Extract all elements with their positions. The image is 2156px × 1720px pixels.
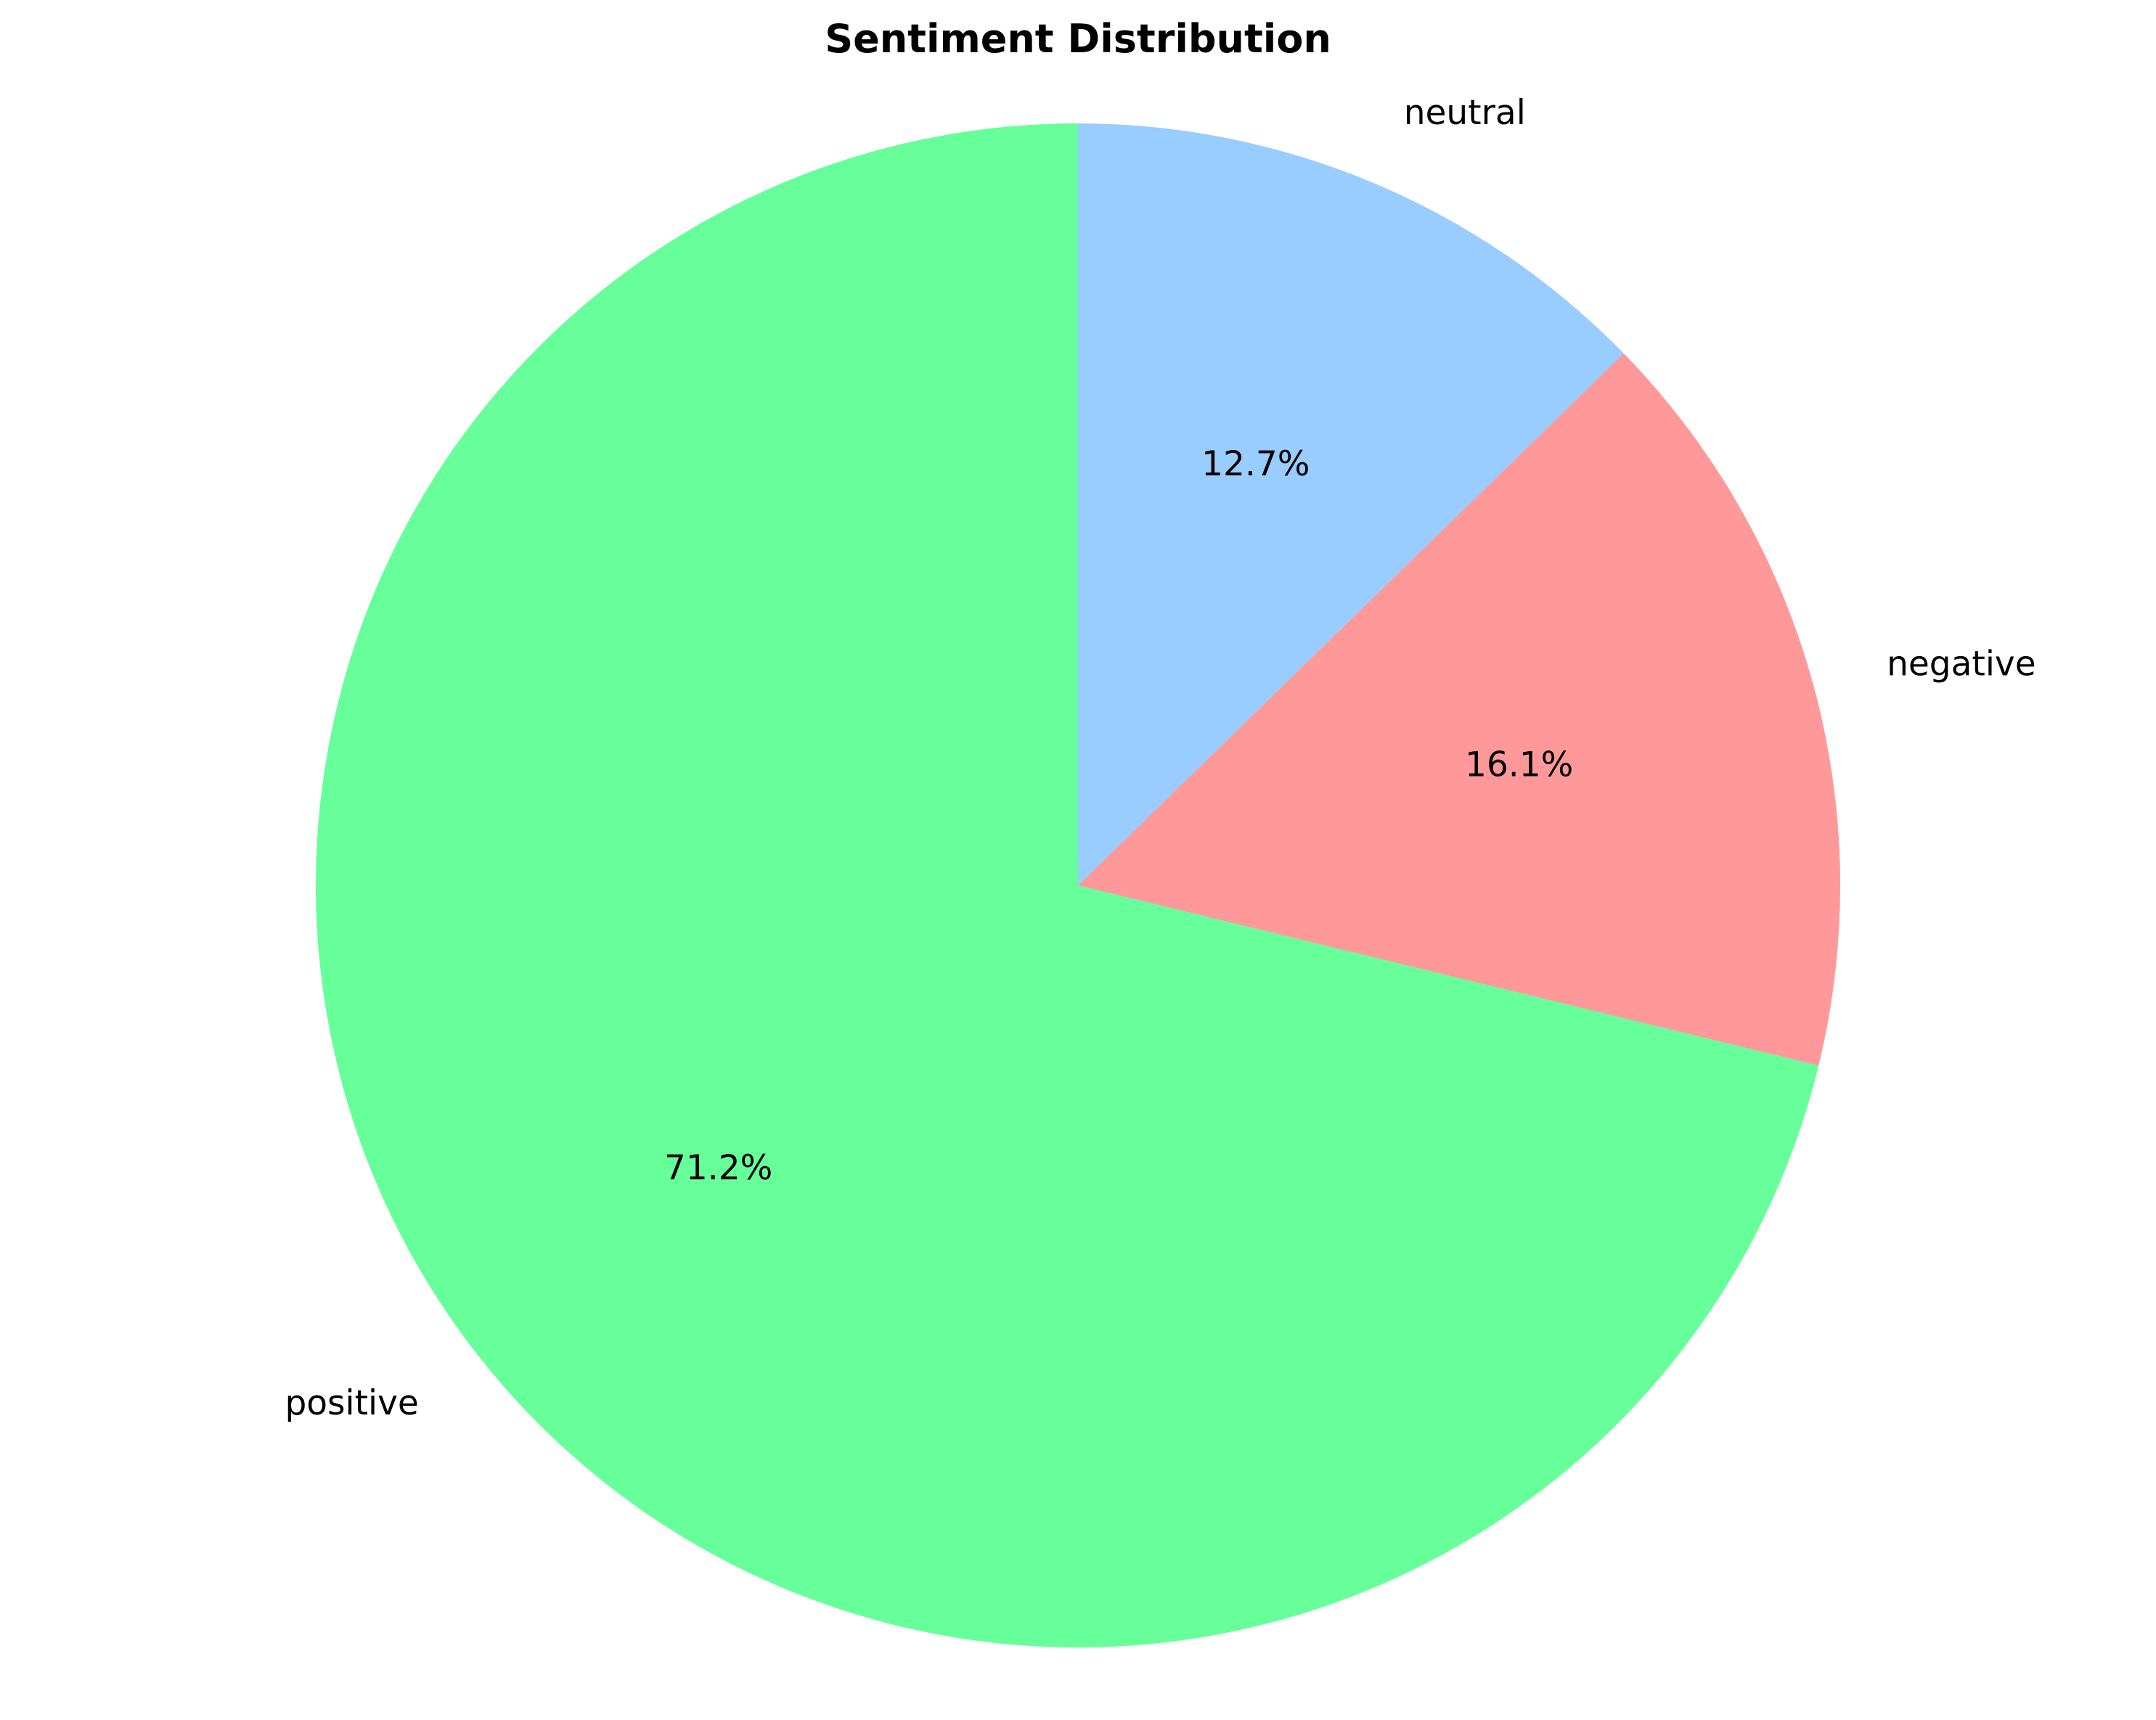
chart-title: Sentiment Distribution (825, 16, 1331, 62)
slice-label-positive: positive (285, 1383, 418, 1423)
percent-label-negative: 16.1% (1465, 745, 1573, 785)
pie-slice-negative (1078, 353, 1841, 1066)
pie-slice-neutral (1078, 123, 1624, 885)
pie-slices (316, 123, 1841, 1648)
slice-label-negative: negative (1887, 644, 2036, 684)
percent-label-positive: 71.2% (664, 1148, 772, 1188)
percent-label-neutral: 12.7% (1201, 444, 1310, 484)
pie-percent-labels: 12.7% 16.1% 71.2% (664, 444, 1573, 1188)
slice-label-neutral: neutral (1404, 93, 1526, 133)
pie-slice-positive (316, 123, 1819, 1648)
pie-slice-labels: neutral negative positive (285, 93, 2035, 1423)
